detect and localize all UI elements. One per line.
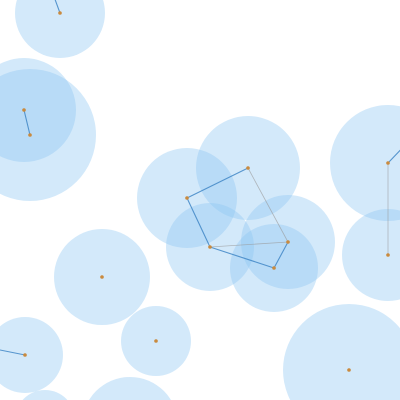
edge-layer bbox=[0, 0, 400, 356]
bubble-n16 bbox=[22, 390, 68, 400]
node-dot-n9 bbox=[386, 161, 390, 165]
node-dot-n8 bbox=[272, 266, 276, 270]
node-dot-n3 bbox=[28, 133, 32, 137]
edge-n13-o2 bbox=[0, 349, 26, 356]
node-dot-n14 bbox=[347, 368, 351, 372]
bubble-n2 bbox=[0, 58, 76, 162]
edge-n4-n6 bbox=[186, 197, 211, 248]
edge-n9-o3 bbox=[387, 149, 400, 164]
node-dot-n2 bbox=[22, 108, 26, 112]
node-layer bbox=[22, 11, 390, 372]
bubble-n9 bbox=[330, 105, 400, 221]
node-dot-n7 bbox=[286, 240, 290, 244]
node-dot-n4 bbox=[185, 196, 189, 200]
bubble-n13 bbox=[0, 317, 63, 393]
edge-n4-n5 bbox=[186, 167, 249, 199]
edge-n6-n7 bbox=[209, 241, 289, 248]
node-dot-n13 bbox=[23, 353, 27, 357]
edge-n5-n7 bbox=[247, 167, 289, 243]
edge-n1-o1 bbox=[54, 0, 61, 14]
bubble-n3 bbox=[0, 69, 96, 201]
bubble-n14 bbox=[283, 304, 400, 400]
bubble-n15 bbox=[89, 377, 171, 400]
bubble-n10 bbox=[342, 209, 400, 301]
node-dot-n6 bbox=[208, 245, 212, 249]
edge-n7-n8 bbox=[273, 241, 289, 269]
node-dot-n5 bbox=[246, 166, 250, 170]
bubble-n1 bbox=[15, 0, 105, 58]
node-dot-n12 bbox=[154, 339, 158, 343]
node-dot-n1 bbox=[58, 11, 62, 15]
edge-n6-n8 bbox=[209, 246, 275, 269]
edge-n2-n3 bbox=[23, 109, 31, 136]
node-dot-n11 bbox=[100, 275, 104, 279]
node-dot-n10 bbox=[386, 253, 390, 257]
